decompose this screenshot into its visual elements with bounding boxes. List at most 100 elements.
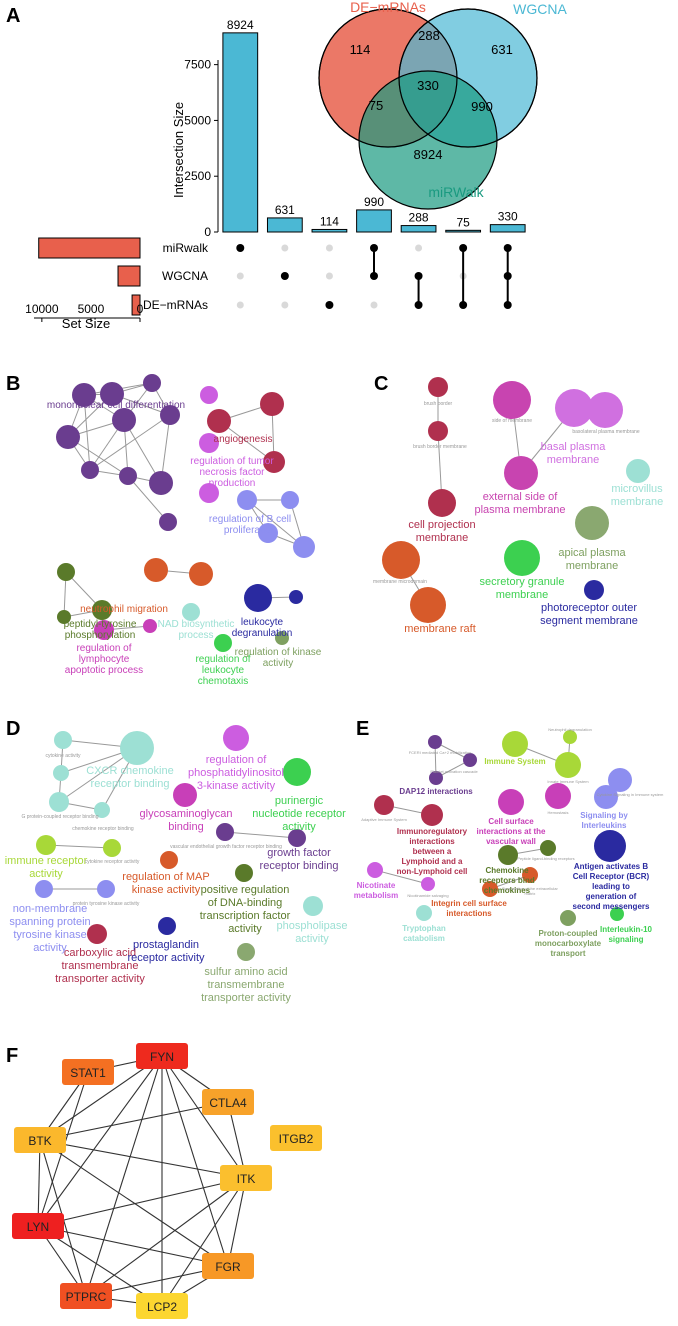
- set-row-label: WGCNA: [162, 269, 208, 283]
- venn-region-mir-only: 8924: [414, 147, 443, 162]
- venn-region-wg-only: 631: [491, 42, 513, 57]
- panel-d-labels: cytokine activity CXCR chemokine receptor…: [5, 753, 348, 1004]
- ppi-edge: [37, 1139, 41, 1227]
- gene-node-stat1: [62, 1059, 114, 1085]
- svg-text:Platelet activation cascade: Platelet activation cascade: [430, 769, 478, 774]
- ppi-edge: [161, 1055, 229, 1267]
- intersection-bar-label: 990: [364, 195, 384, 209]
- matrix-dot-filled: [370, 244, 378, 252]
- venn-set-label-wgcna: WGCNA: [513, 1, 567, 17]
- ppi-edge: [37, 1225, 229, 1267]
- venn-diagram: DE−mRNAs WGCNA miRWalk 114 288 631 330 7…: [318, 0, 567, 210]
- gene-label-stat1: STAT1: [70, 1066, 106, 1080]
- set-size-tick-label: 0: [137, 302, 144, 316]
- ppi-edge: [39, 1139, 247, 1179]
- set-size-bar: [117, 265, 141, 287]
- set-size-tick-label: 10000: [25, 302, 59, 316]
- venn-set-label-mirwalk: miRWalk: [428, 184, 484, 200]
- matrix-dot-filled: [370, 272, 378, 280]
- gene-label-ptprc: PTPRC: [66, 1290, 107, 1304]
- svg-text:chemokine receptor binding: chemokine receptor binding: [72, 826, 134, 832]
- ppi-edge: [37, 1177, 247, 1227]
- svg-text:Peptide ligand-binding recepto: Peptide ligand-binding receptors: [517, 856, 574, 861]
- gene-label-fyn: FYN: [150, 1050, 174, 1064]
- svg-text:vascular endothelial growth fa: vascular endothelial growth factor recep…: [170, 844, 282, 850]
- matrix-dot-filled: [459, 244, 468, 252]
- svg-text:neutrophil migration: neutrophil migration: [80, 604, 168, 615]
- intersection-bar-label: 631: [275, 203, 295, 217]
- gene-label-fgr: FGR: [215, 1260, 241, 1274]
- svg-text:side of membrane: side of membrane: [492, 418, 532, 424]
- svg-text:DAP12 interactions: DAP12 interactions: [399, 787, 473, 796]
- ppi-edge: [39, 1101, 229, 1141]
- matrix-dot-filled: [280, 272, 289, 280]
- set-size-tick-label: 5000: [78, 302, 105, 316]
- panel-b-labels: mononuclear cell differentiation angioge…: [47, 400, 322, 687]
- svg-text:brush border membrane: brush border membrane: [413, 444, 467, 450]
- matrix-dot-filled: [503, 301, 512, 309]
- intersection-bar: [356, 209, 392, 233]
- y-tick-label: 5000: [184, 113, 211, 127]
- gene-node-ptprc: [60, 1283, 112, 1309]
- gene-node-lyn: [12, 1213, 64, 1239]
- y-tick-label: 0: [204, 225, 211, 239]
- matrix-dot-filled: [325, 301, 334, 309]
- gene-label-itgb2: ITGB2: [279, 1132, 314, 1146]
- y-axis-label: Intersection Size: [171, 102, 186, 198]
- panel-c-label: C: [374, 373, 388, 395]
- ppi-edge: [161, 1055, 247, 1179]
- svg-text:Nicotinamide salvaging: Nicotinamide salvaging: [407, 893, 448, 898]
- matrix-dot-filled: [414, 301, 423, 309]
- panel-b-nodes: [56, 374, 315, 652]
- matrix-dot-empty: [415, 244, 423, 252]
- matrix-dot-filled: [236, 244, 245, 252]
- svg-text:Degradation of the extracellul: Degradation of the extracellular: [502, 886, 558, 891]
- svg-text:membrane raft: membrane raft: [404, 623, 476, 635]
- ppi-edge: [37, 1225, 163, 1307]
- matrix-dot-empty: [325, 272, 333, 280]
- svg-text:Immune System: Immune System: [484, 757, 545, 766]
- matrix-dot-empty: [236, 301, 244, 309]
- panel-e-labels: FCERI mediated Ca+2 mobilization Platele…: [354, 727, 664, 958]
- panel-a-label: A: [6, 5, 20, 27]
- gene-label-btk: BTK: [28, 1134, 51, 1148]
- gene-label-ctla4: CTLA4: [209, 1096, 247, 1110]
- x-axis-label: Set Size: [62, 316, 110, 331]
- intersection-bar: [400, 225, 437, 233]
- matrix-dot-filled: [459, 301, 468, 309]
- svg-text:Adaptive Immune System: Adaptive Immune System: [361, 817, 407, 822]
- matrix-dot-empty: [370, 301, 378, 309]
- panel-d-label: D: [6, 718, 20, 740]
- ppi-edge: [85, 1055, 163, 1297]
- intersection-bar-label: 330: [498, 210, 518, 224]
- svg-text:G protein-coupled receptor bin: G protein-coupled receptor binding: [22, 814, 99, 820]
- ppi-edge: [39, 1139, 229, 1267]
- set-row-label: miRwalk: [163, 241, 209, 255]
- venn-region-wg-mir: 990: [471, 99, 493, 114]
- panel-e-label: E: [356, 718, 369, 740]
